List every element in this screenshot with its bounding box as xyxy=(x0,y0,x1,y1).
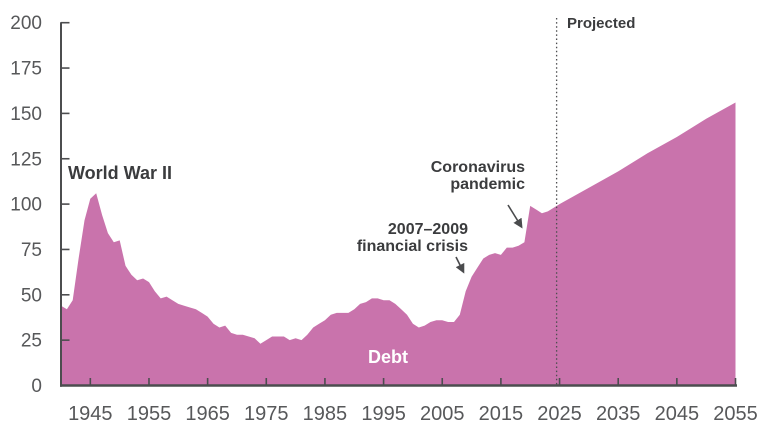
y-tick-label: 0 xyxy=(31,376,42,397)
y-tick-label: 75 xyxy=(21,240,42,261)
x-tick-label: 2015 xyxy=(479,403,524,425)
x-tick-label: 1955 xyxy=(127,403,172,425)
area-series-label-debt: Debt xyxy=(368,347,408,367)
annotation-arrows-layer xyxy=(455,204,523,274)
y-tick-label: 100 xyxy=(10,195,42,216)
x-tick-label: 2045 xyxy=(655,403,700,425)
x-tick-label: 2035 xyxy=(596,403,641,425)
tick-labels-layer: 0 25 50 75 100 125 150 175 200 1945 1955 1965 1975 19… xyxy=(10,13,757,425)
y-tick-label: 50 xyxy=(21,285,42,306)
y-tick-label: 125 xyxy=(10,149,42,170)
debt-area-series xyxy=(61,102,736,386)
x-tick-label: 2055 xyxy=(713,403,758,425)
annotation-financial-crisis: 2007–2009 financial crisis xyxy=(356,221,468,256)
y-tick-label: 200 xyxy=(10,13,42,34)
arrow-financial-crisis xyxy=(455,256,465,274)
x-tick-label: 1975 xyxy=(244,403,289,425)
y-tick-label: 150 xyxy=(10,104,42,125)
x-tick-label: 1965 xyxy=(185,403,230,425)
y-tick-label: 175 xyxy=(10,59,42,80)
x-tick-label: 1995 xyxy=(361,403,406,425)
x-tick-label: 1945 xyxy=(68,403,113,425)
x-tick-label: 1985 xyxy=(303,403,348,425)
annotation-coronavirus-pandemic: Coronavirus pandemic xyxy=(430,159,525,194)
x-tick-label: 2025 xyxy=(537,403,582,425)
axes-layer xyxy=(60,21,737,387)
area-series-layer xyxy=(61,102,736,386)
x-tick-label: 2005 xyxy=(420,403,465,425)
annotation-projected: Projected xyxy=(567,15,636,32)
annotation-world-war-ii: World War II xyxy=(68,163,173,183)
arrow-coronavirus-pandemic xyxy=(507,204,523,229)
y-tick-label: 25 xyxy=(21,331,42,352)
